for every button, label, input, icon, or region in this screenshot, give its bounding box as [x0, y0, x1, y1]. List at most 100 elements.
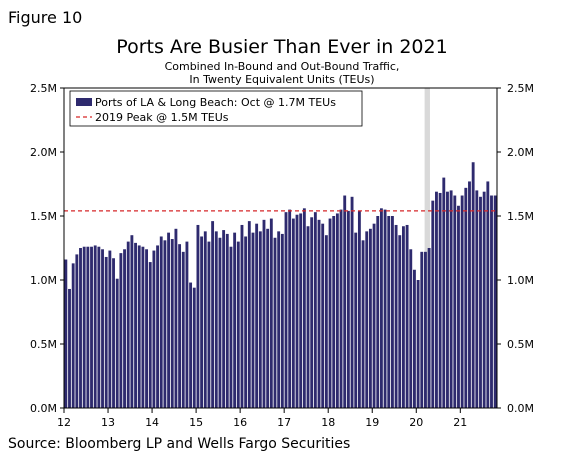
bar [203, 231, 207, 408]
bar [438, 192, 442, 408]
bar [130, 235, 134, 408]
bar [115, 278, 119, 408]
bar [251, 232, 255, 408]
bar [126, 241, 130, 408]
bar [475, 190, 479, 408]
bar [486, 181, 490, 408]
bar [185, 241, 189, 408]
bar [379, 208, 383, 408]
bar [299, 213, 303, 408]
bar [266, 228, 270, 408]
bar [284, 212, 288, 408]
bar [493, 195, 497, 408]
y-tick-label-right: 0.5M [507, 338, 534, 351]
chart-subtitle-line1: Combined In-Bound and Out-Bound Traffic, [164, 60, 400, 73]
x-tick-label: 16 [233, 416, 247, 429]
source-note: Source: Bloomberg LP and Wells Fargo Sec… [8, 436, 351, 452]
bar [464, 187, 468, 408]
bar [222, 230, 226, 408]
x-tick-label: 13 [101, 416, 115, 429]
bar [449, 190, 453, 408]
bar [211, 221, 215, 408]
bar [145, 249, 148, 408]
bar [255, 223, 259, 408]
bar [214, 231, 218, 408]
bar [86, 246, 90, 408]
bar [277, 231, 281, 408]
bar [104, 256, 108, 408]
bar [229, 246, 233, 408]
y-tick-label-left: 2.0M [30, 146, 57, 159]
bar [79, 248, 82, 408]
plot-frame [63, 87, 498, 409]
bar [442, 177, 446, 408]
bar [152, 250, 156, 408]
bar [420, 251, 424, 408]
legend-swatch-series [76, 98, 92, 106]
bar [368, 228, 372, 408]
x-tick-label: 17 [277, 416, 291, 429]
bar [431, 200, 435, 408]
bar [350, 196, 354, 408]
bar [280, 233, 284, 408]
y-tick-label-right: 2.0M [507, 146, 534, 159]
bar [387, 216, 391, 408]
bar [346, 210, 350, 408]
x-tick-label: 21 [453, 416, 467, 429]
bar [108, 250, 112, 408]
bar [200, 236, 204, 408]
bar [123, 249, 126, 408]
bar [321, 223, 325, 408]
bar [471, 162, 475, 408]
y-tick-label-right: 1.0M [507, 274, 534, 287]
y-tick-label-left: 0.5M [30, 338, 57, 351]
bar [302, 208, 306, 408]
bar [324, 235, 328, 408]
bar [435, 191, 438, 408]
bar [68, 288, 71, 408]
y-tick-label-right: 1.5M [507, 210, 534, 223]
bar [269, 218, 273, 408]
bar [372, 223, 376, 408]
legend-label-series: Ports of LA & Long Beach: Oct @ 1.7M TEU… [95, 96, 336, 109]
bar [262, 219, 266, 408]
bar [156, 245, 160, 408]
bar [295, 214, 299, 408]
bar [163, 240, 167, 408]
bar [332, 216, 336, 408]
bar [354, 232, 358, 408]
bar [71, 263, 75, 408]
y-tick-label-left: 1.0M [30, 274, 57, 287]
legend-label-reference: 2019 Peak @ 1.5M TEUs [95, 111, 229, 124]
chart-title: Ports Are Busier Than Ever in 2021 [116, 36, 448, 58]
bar [178, 244, 182, 408]
bar [339, 209, 343, 408]
bar [365, 231, 369, 408]
bar [376, 216, 380, 408]
bar [90, 246, 93, 408]
bar [119, 253, 123, 408]
bar [424, 251, 427, 408]
bar [159, 236, 163, 408]
bar [409, 249, 413, 408]
bar [225, 233, 229, 408]
x-tick-label: 18 [321, 416, 335, 429]
bar [317, 219, 321, 408]
bar [273, 237, 277, 408]
bar [413, 269, 416, 408]
bar [236, 241, 240, 408]
x-tick-label: 15 [189, 416, 203, 429]
bar [361, 240, 365, 408]
bar [218, 237, 222, 408]
y-tick-label-right: 0.0M [507, 402, 534, 415]
bar [196, 224, 200, 408]
bar [453, 195, 457, 408]
bar [207, 241, 211, 408]
bar [383, 209, 387, 408]
bar [405, 224, 409, 408]
bar [167, 232, 171, 408]
x-tick-label: 14 [145, 416, 159, 429]
chart-subtitle-line2: In Twenty Equivalent Units (TEUs) [189, 73, 375, 86]
bar [468, 181, 471, 408]
bar [446, 191, 449, 408]
